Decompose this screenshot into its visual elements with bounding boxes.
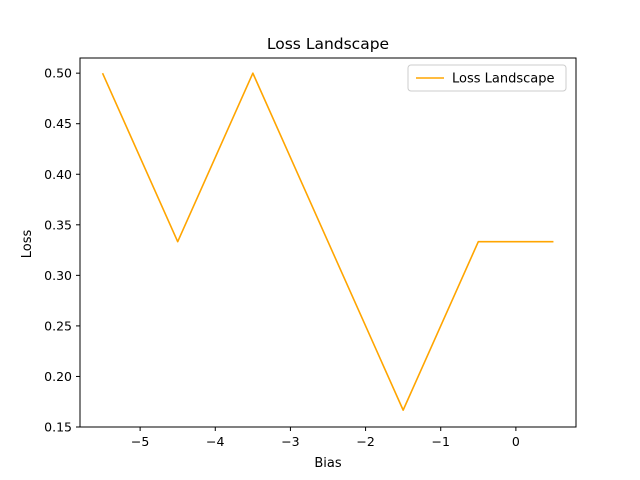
legend: Loss Landscape xyxy=(407,64,567,92)
x-tick-label: −4 xyxy=(206,434,224,449)
chart-title: Loss Landscape xyxy=(267,35,389,53)
legend-label: Loss Landscape xyxy=(452,72,554,87)
x-tick-label: −1 xyxy=(432,434,450,449)
y-tick-label: 0.20 xyxy=(44,369,72,384)
x-axis-label: Bias xyxy=(314,456,341,471)
x-axis: −5 −4 −3 −2 −1 0 xyxy=(131,427,520,449)
y-tick-label: 0.45 xyxy=(44,116,72,131)
x-tick-label: −5 xyxy=(131,434,149,449)
series-layer xyxy=(101,72,554,411)
y-tick-label: 0.40 xyxy=(44,167,72,182)
x-tick-label: −3 xyxy=(281,434,299,449)
x-tick-label: −2 xyxy=(356,434,374,449)
y-tick-label: 0.30 xyxy=(44,268,72,283)
y-axis: 0.15 0.20 0.25 0.30 0.35 0.40 0.45 0.50 xyxy=(44,66,80,435)
y-axis-label: Loss xyxy=(20,230,35,259)
y-tick-label: 0.50 xyxy=(44,66,72,81)
x-tick-label: 0 xyxy=(512,434,520,449)
legend-box xyxy=(407,64,567,92)
series-line xyxy=(101,72,554,411)
y-tick-label: 0.35 xyxy=(44,217,72,232)
y-tick-label: 0.25 xyxy=(44,318,72,333)
y-tick-label: 0.15 xyxy=(44,420,72,435)
